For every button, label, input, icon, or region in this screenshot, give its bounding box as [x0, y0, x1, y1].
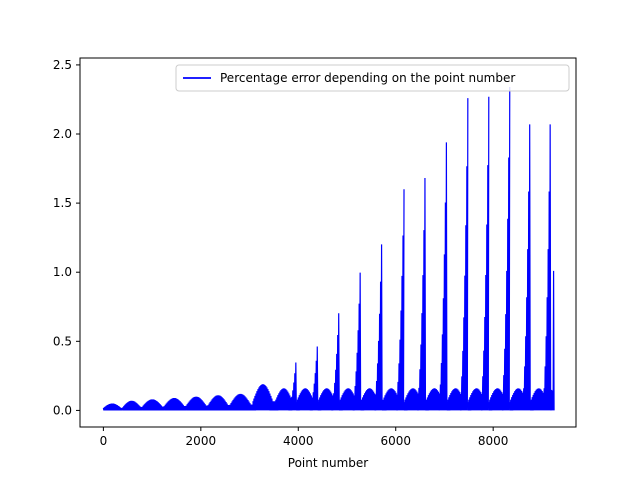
x-tick-label: 2000 — [186, 434, 217, 448]
series-segment — [317, 313, 340, 411]
series-segment — [509, 124, 531, 411]
series-layer — [102, 87, 555, 411]
x-tick-label: 8000 — [478, 434, 509, 448]
series-segment — [338, 272, 362, 411]
legend-label: Percentage error depending on the point … — [220, 71, 515, 85]
series-segment — [229, 393, 254, 411]
x-axis-label: Point number — [288, 456, 369, 470]
plot-area — [80, 58, 576, 427]
series-segment — [403, 177, 427, 411]
series-segment — [185, 396, 209, 411]
series-segment — [488, 87, 511, 411]
series-segment — [360, 244, 383, 411]
series-segment — [207, 395, 231, 411]
series-segment — [102, 403, 124, 411]
legend: Percentage error depending on the point … — [175, 64, 570, 92]
series-segment — [381, 189, 405, 411]
series-segment — [467, 96, 490, 411]
x-tick-label: 6000 — [380, 434, 411, 448]
y-tick-label: 2.0 — [53, 127, 72, 141]
series-segment — [295, 346, 319, 411]
series-segment — [274, 362, 297, 411]
y-tick-label: 1.5 — [53, 196, 72, 210]
y-tick-label: 1.0 — [53, 265, 72, 279]
series-segment — [550, 270, 555, 411]
series-segment — [163, 397, 187, 411]
series-segment — [424, 142, 448, 411]
series-segment — [529, 124, 552, 411]
y-axis-ticks: 0.0 0.5 1.0 1.5 2.0 2.5 — [53, 58, 80, 417]
x-axis-ticks: 0 2000 4000 6000 8000 — [100, 427, 509, 448]
x-tick-label: 4000 — [283, 434, 314, 448]
series-segment — [141, 399, 165, 411]
y-tick-label: 0.5 — [53, 334, 72, 348]
y-tick-label: 0.0 — [53, 403, 72, 417]
series-segment — [446, 98, 469, 411]
x-tick-label: 0 — [100, 434, 108, 448]
plot-frame — [79, 57, 577, 428]
series-segment — [122, 400, 143, 411]
y-tick-label: 2.5 — [53, 58, 72, 72]
series-segment — [252, 384, 276, 411]
legend-box — [175, 64, 570, 92]
